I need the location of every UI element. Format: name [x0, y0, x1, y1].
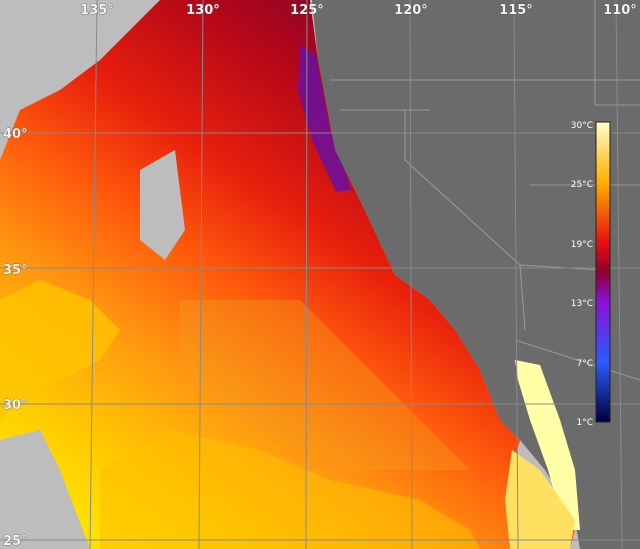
- meridian: [513, 0, 519, 549]
- gulf-of-california: [515, 360, 580, 530]
- colorbar-label: 1°C: [576, 418, 593, 428]
- sst-south: [505, 450, 575, 549]
- latitude-label: 30°: [3, 398, 28, 413]
- colorbar-label: 19°C: [571, 240, 593, 250]
- meridian: [615, 0, 623, 549]
- longitude-label: 120°: [394, 3, 428, 18]
- longitude-label: 110°: [603, 3, 637, 18]
- latitude-label: 40°: [3, 127, 28, 142]
- land: [312, 0, 640, 549]
- latitude-label: 25°: [3, 534, 28, 549]
- meridian: [305, 0, 308, 549]
- colorbar-label: 30°C: [571, 121, 593, 131]
- longitude-label: 130°: [186, 3, 220, 18]
- cloud-gap: [140, 150, 185, 260]
- colorbar: [595, 121, 611, 423]
- sst-patch: [0, 280, 120, 420]
- longitude-label: 125°: [290, 3, 324, 18]
- colorbar-label: 13°C: [571, 299, 593, 309]
- longitude-label: 135°: [80, 3, 114, 18]
- colorbar-label: 25°C: [571, 180, 593, 190]
- meridian: [198, 0, 204, 549]
- longitude-label: 115°: [499, 3, 533, 18]
- cloud-speckle: [180, 300, 470, 470]
- meridian: [89, 0, 98, 549]
- colorbar-label: 7°C: [576, 359, 593, 369]
- sst-patch: [100, 430, 480, 549]
- sst-field: [0, 0, 575, 549]
- latitude-label: 35°: [3, 263, 28, 278]
- labels: 135° 130° 125° 120° 115° 110° 40° 35° 30° 25° 30°C…: [3, 3, 637, 549]
- meridian: [409, 0, 413, 549]
